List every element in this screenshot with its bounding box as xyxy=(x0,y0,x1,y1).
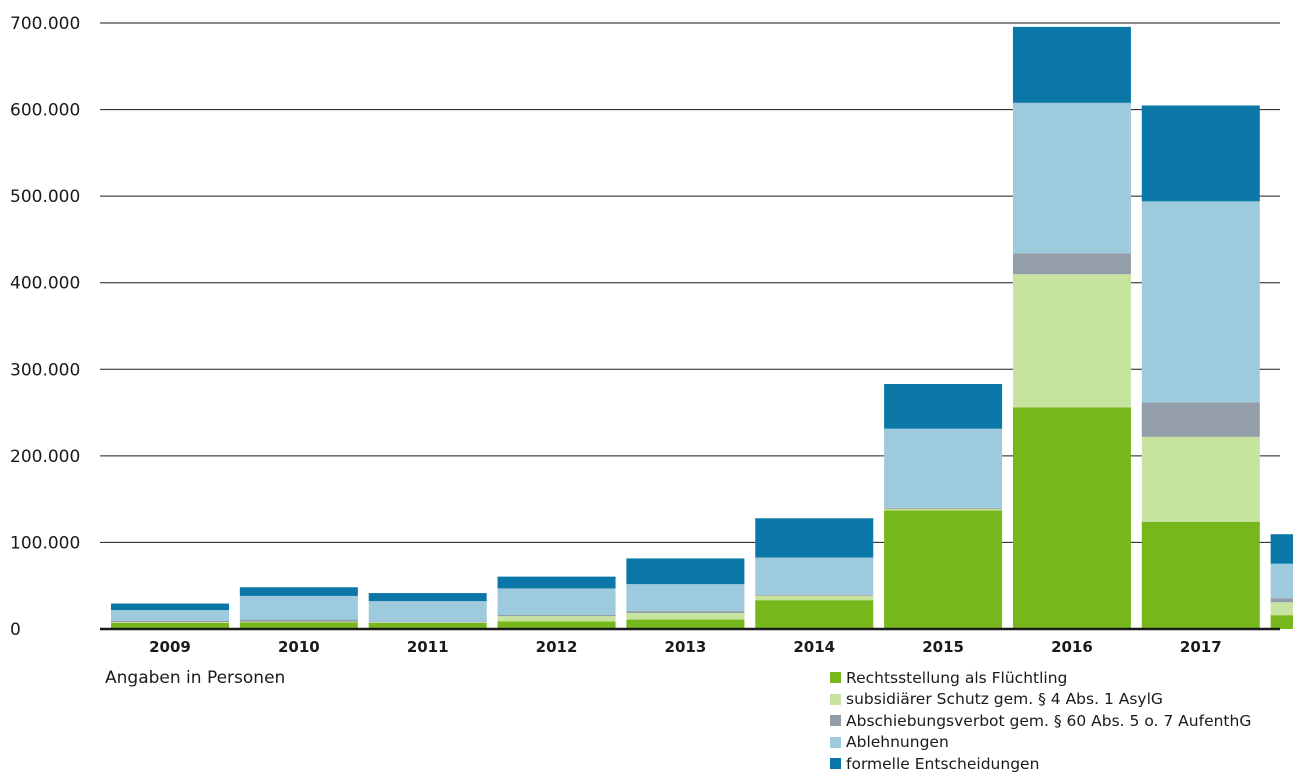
bar-segment xyxy=(1012,253,1131,275)
legend-item: Ablehnungen xyxy=(830,732,1251,754)
y-tick-label: 100.000 xyxy=(10,533,80,553)
bar-segment xyxy=(1141,201,1260,403)
legend-swatch xyxy=(830,758,841,770)
bar-segment xyxy=(111,620,229,623)
bar-segment xyxy=(111,622,229,623)
legend-label: Rechtsstellung als Flüchtling xyxy=(846,668,1068,687)
legend-swatch xyxy=(830,693,841,705)
x-tick-label: 2017 xyxy=(1180,638,1222,656)
bar-segment xyxy=(497,616,616,622)
bar-segment xyxy=(497,576,616,589)
bar-segment xyxy=(368,593,487,602)
bar-segment xyxy=(1270,534,1293,564)
y-tick-label: 200.000 xyxy=(10,447,80,467)
bar-segment xyxy=(497,621,616,629)
grid-lines xyxy=(100,22,1280,543)
y-tick-label: 600.000 xyxy=(10,101,80,121)
bar-segment xyxy=(884,508,1003,511)
bar-segment xyxy=(239,619,358,622)
bar-segment xyxy=(626,619,745,629)
x-tick-label: 2015 xyxy=(922,638,964,656)
y-tick-label: 700.000 xyxy=(10,14,80,34)
legend-swatch xyxy=(830,715,841,727)
bars xyxy=(111,26,1293,629)
bar-segment xyxy=(626,612,745,620)
bar-segment xyxy=(111,610,229,621)
x-tick-label: 2014 xyxy=(793,638,835,656)
bar-segment xyxy=(368,621,487,623)
bar-segment xyxy=(239,622,358,629)
bar-segment xyxy=(1270,598,1293,603)
bar-segment xyxy=(626,611,745,613)
bar-segment xyxy=(1012,407,1131,629)
x-tick-label: 2016 xyxy=(1051,638,1093,656)
bar-segment xyxy=(884,507,1003,509)
legend-item: subsidiärer Schutz gem. § 4 Abs. 1 AsylG xyxy=(830,689,1251,711)
legend-item: Abschiebungsverbot gem. § 60 Abs. 5 o. 7… xyxy=(830,710,1251,732)
bar-segment xyxy=(626,558,745,585)
x-tick-label: 2010 xyxy=(278,638,320,656)
x-tick-label: 2012 xyxy=(536,638,578,656)
x-tick-label: 2013 xyxy=(665,638,707,656)
bar-segment xyxy=(1270,602,1293,616)
legend-label: formelle Entscheidungen xyxy=(846,754,1040,773)
bar-segment xyxy=(626,584,745,612)
legend: Rechtsstellung als Flüchtling subsidiäre… xyxy=(830,667,1251,775)
bar-segment xyxy=(1270,563,1293,599)
unit-note: Angaben in Personen xyxy=(105,668,286,688)
y-tick-label: 0 xyxy=(10,620,21,640)
x-tick-label: 2009 xyxy=(149,638,191,656)
legend-label: Ablehnungen xyxy=(846,733,949,752)
y-tick-label: 500.000 xyxy=(10,187,80,207)
legend-swatch xyxy=(830,672,841,684)
y-tick-label: 300.000 xyxy=(10,360,80,380)
x-tick-label: 2011 xyxy=(407,638,449,656)
x-axis-labels: 200920102011201220132014201520162017Jan-… xyxy=(149,638,1222,656)
bar-segment xyxy=(1012,102,1131,254)
bar-segment xyxy=(497,588,616,615)
bar-segment xyxy=(1141,105,1260,202)
bar-segment xyxy=(1270,615,1293,629)
bar-segment xyxy=(884,384,1003,429)
bar-segment xyxy=(1141,436,1260,522)
legend-swatch xyxy=(830,736,841,748)
bar-segment xyxy=(368,622,487,623)
legend-label: Abschiebungsverbot gem. § 60 Abs. 5 o. 7… xyxy=(846,711,1252,730)
y-tick-label: 400.000 xyxy=(10,274,80,294)
bar-segment xyxy=(111,603,229,611)
bar-segment xyxy=(1141,402,1260,437)
legend-item: Rechtsstellung als Flüchtling xyxy=(830,667,1251,689)
bar-segment xyxy=(755,518,874,558)
bar-segment xyxy=(1012,26,1131,103)
bar-segment xyxy=(239,595,358,620)
bar-segment xyxy=(239,587,358,596)
bar-segment xyxy=(755,600,874,629)
bar-segment xyxy=(884,428,1003,508)
legend-item: formelle Entscheidungen xyxy=(830,753,1251,775)
bar-segment xyxy=(755,594,874,596)
bar-segment xyxy=(755,557,874,595)
y-axis-labels: 0 100.000 200.000 300.000 400.000 500.000 600.… xyxy=(10,14,80,640)
bar-segment xyxy=(755,595,874,601)
bar-segment xyxy=(497,614,616,617)
bar-segment xyxy=(884,510,1003,629)
legend-label: subsidiärer Schutz gem. § 4 Abs. 1 AsylG xyxy=(846,690,1163,709)
bar-segment xyxy=(1141,521,1260,629)
bar-segment xyxy=(1012,274,1131,408)
bar-segment xyxy=(368,601,487,622)
bar-segment xyxy=(368,622,487,629)
bar-segment xyxy=(111,622,229,629)
